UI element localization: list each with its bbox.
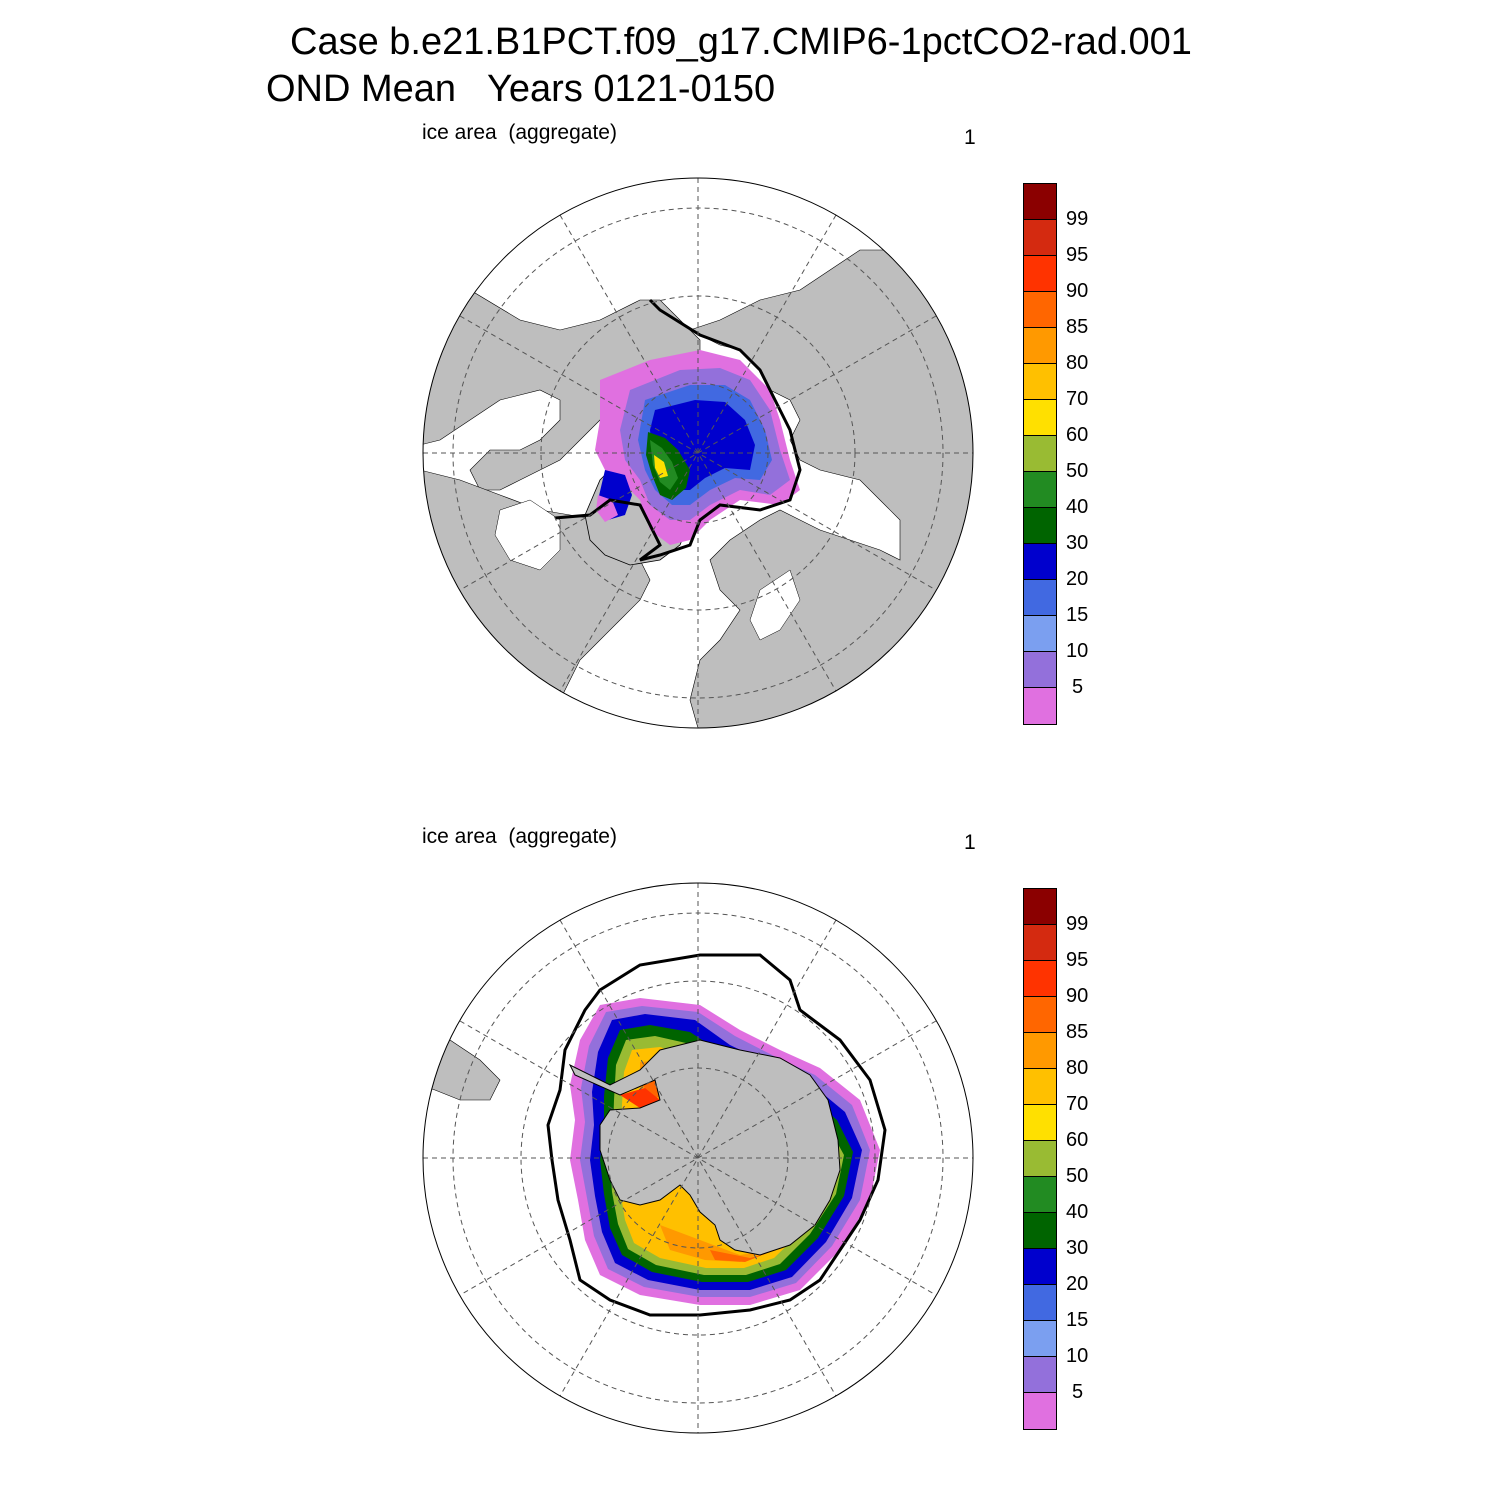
colorbar-segment xyxy=(1024,616,1056,652)
colorbar-segment xyxy=(1024,436,1056,472)
colorbar-segment xyxy=(1024,1033,1056,1069)
south-polar-map xyxy=(423,883,973,1433)
colorbar-label: 85 xyxy=(1066,1021,1089,1043)
colorbar-label: 99 xyxy=(1066,913,1089,935)
colorbar-label: 5 xyxy=(1072,676,1084,698)
colorbar-north xyxy=(1023,183,1057,725)
colorbar-segment xyxy=(1024,256,1056,292)
colorbar-segment xyxy=(1024,1357,1056,1393)
colorbar-label: 15 xyxy=(1066,1309,1089,1331)
colorbar-segment xyxy=(1024,688,1056,724)
south-extent-contour xyxy=(546,953,887,1317)
colorbar-label: 60 xyxy=(1066,1129,1089,1151)
colorbar-label: 95 xyxy=(1066,949,1089,971)
colorbar-segment xyxy=(1024,1069,1056,1105)
colorbar-label: 50 xyxy=(1066,1165,1089,1187)
north-extent-contour xyxy=(554,298,802,562)
colorbar-label: 40 xyxy=(1066,1201,1089,1223)
panel-number-north: 1 xyxy=(964,126,976,149)
colorbar-segment xyxy=(1024,580,1056,616)
colorbar-segment xyxy=(1024,961,1056,997)
colorbar-segment xyxy=(1024,220,1056,256)
colorbar-label: 30 xyxy=(1066,532,1089,554)
colorbar-label: 10 xyxy=(1066,640,1089,662)
colorbar-segment xyxy=(1024,1105,1056,1141)
colorbar-label: 10 xyxy=(1066,1345,1089,1367)
colorbar-segment xyxy=(1024,472,1056,508)
colorbar-segment xyxy=(1024,1141,1056,1177)
colorbar-segment xyxy=(1024,328,1056,364)
north-graticule xyxy=(423,178,973,728)
colorbar-segment xyxy=(1024,1321,1056,1357)
colorbar-segment xyxy=(1024,400,1056,436)
colorbar-segment xyxy=(1024,1249,1056,1285)
colorbar-label: 50 xyxy=(1066,460,1089,482)
colorbar-label: 95 xyxy=(1066,244,1089,266)
figure-title-case: Case b.e21.B1PCT.f09_g17.CMIP6-1pctCO2-r… xyxy=(290,21,1192,63)
south-ice-95 xyxy=(620,1088,660,1108)
colorbar-segment xyxy=(1024,184,1056,220)
colorbar-segment xyxy=(1024,1393,1056,1429)
colorbar-segment xyxy=(1024,1213,1056,1249)
north-ice-60 xyxy=(654,455,668,478)
colorbar-label: 20 xyxy=(1066,1273,1089,1295)
colorbar-label: 60 xyxy=(1066,424,1089,446)
colorbar-label: 80 xyxy=(1066,352,1089,374)
colorbar-segment xyxy=(1024,1177,1056,1213)
panel-number-south: 1 xyxy=(964,831,976,854)
colorbar-segment xyxy=(1024,652,1056,688)
colorbar-segment xyxy=(1024,925,1056,961)
colorbar-segment xyxy=(1024,1285,1056,1321)
colorbar-label: 70 xyxy=(1066,388,1089,410)
colorbar-label: 5 xyxy=(1072,1381,1084,1403)
colorbar-south xyxy=(1023,888,1057,1430)
colorbar-segment xyxy=(1024,292,1056,328)
panel-label-north: ice area (aggregate) xyxy=(422,121,617,144)
panel-label-south: ice area (aggregate) xyxy=(422,825,617,848)
colorbar-label: 40 xyxy=(1066,496,1089,518)
colorbar-label: 85 xyxy=(1066,316,1089,338)
colorbar-label: 90 xyxy=(1066,280,1089,302)
figure-title-period: OND Mean Years 0121-0150 xyxy=(266,68,776,110)
colorbar-segment xyxy=(1024,364,1056,400)
colorbar-label: 20 xyxy=(1066,568,1089,590)
colorbar-segment xyxy=(1024,997,1056,1033)
colorbar-label: 90 xyxy=(1066,985,1089,1007)
colorbar-segment xyxy=(1024,508,1056,544)
colorbar-label: 80 xyxy=(1066,1057,1089,1079)
north-sea-baltic xyxy=(749,569,801,641)
north-sea-hudson xyxy=(494,499,561,571)
colorbar-label: 99 xyxy=(1066,208,1089,230)
north-land-americas xyxy=(423,289,701,491)
south-map-border xyxy=(422,882,974,1434)
north-polar-map xyxy=(423,178,973,728)
south-graticule xyxy=(423,883,973,1433)
colorbar-label: 15 xyxy=(1066,604,1089,626)
colorbar-label: 30 xyxy=(1066,1237,1089,1259)
north-map-border xyxy=(422,177,974,729)
colorbar-segment xyxy=(1024,544,1056,580)
colorbar-segment xyxy=(1024,889,1056,925)
colorbar-label: 70 xyxy=(1066,1093,1089,1115)
